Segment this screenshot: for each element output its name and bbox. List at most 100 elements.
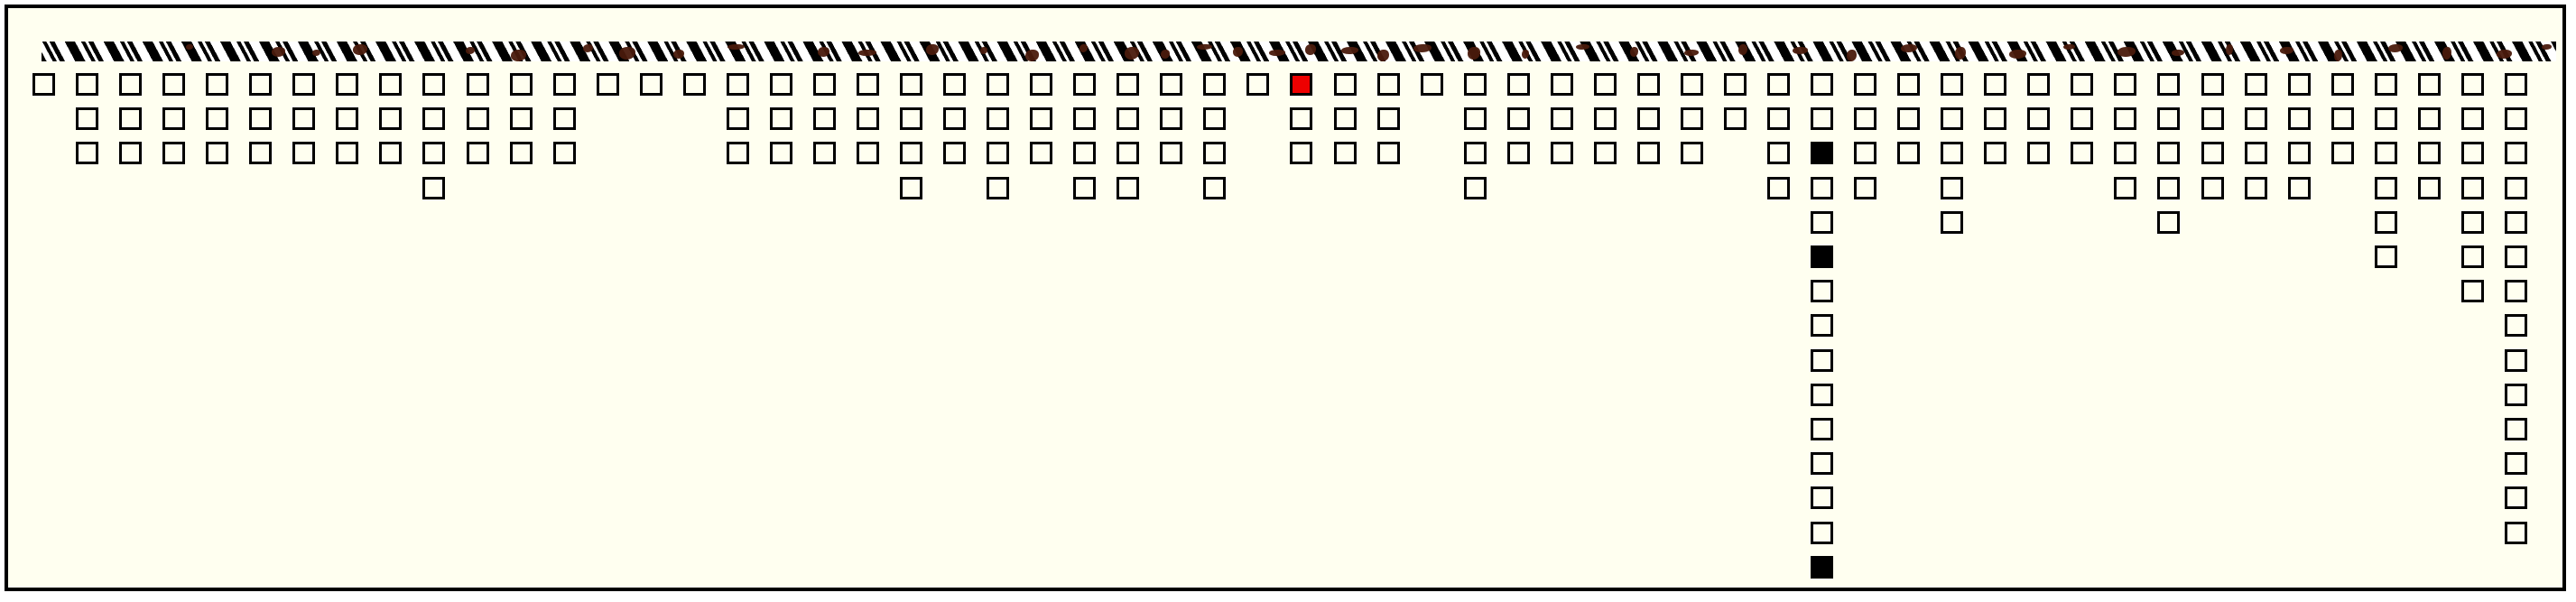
stack-cell[interactable] [467,73,489,96]
stack-cell[interactable] [249,107,272,130]
stack-cell[interactable] [683,73,706,96]
stack-cell[interactable] [727,142,749,164]
stack-cell[interactable] [2505,349,2527,372]
stack-cell[interactable] [1811,349,1833,372]
stack-cell[interactable] [2201,177,2224,199]
stack-cell[interactable] [76,107,98,130]
stack-cell[interactable] [2461,142,2484,164]
stack-cell[interactable] [1811,314,1833,337]
stack-cell[interactable] [2505,211,2527,234]
stack-cell[interactable] [1941,107,1963,130]
stack-cell[interactable] [1464,73,1487,96]
stack-cell[interactable] [943,107,966,130]
stack-cell[interactable] [1334,73,1357,96]
stack-cell[interactable] [162,107,185,130]
stack-cell[interactable] [2245,177,2267,199]
stack-cell[interactable] [2375,73,2397,96]
stack-cell[interactable] [770,142,792,164]
stack-cell[interactable] [857,107,879,130]
stack-cell[interactable] [1811,107,1833,130]
stack-cell[interactable] [1984,107,2006,130]
stack-cell[interactable] [32,73,55,96]
stack-cell[interactable] [770,107,792,130]
stack-cell[interactable] [987,73,1009,96]
stack-cell[interactable] [727,107,749,130]
stack-cell[interactable] [727,73,749,96]
stack-cell[interactable] [2461,73,2484,96]
stack-cell[interactable] [2245,142,2267,164]
stack-cell[interactable] [2505,314,2527,337]
stack-cell[interactable] [1767,177,1790,199]
stack-cell[interactable] [206,107,228,130]
stack-cell[interactable] [2071,142,2093,164]
stack-cell[interactable] [1594,142,1617,164]
stack-cell[interactable] [1160,73,1182,96]
stack-cell[interactable] [1117,177,1139,199]
stack-cell[interactable] [1811,522,1833,544]
stack-cell[interactable] [1464,177,1487,199]
stack-cell[interactable] [2418,73,2441,96]
stack-cell[interactable] [1203,177,1226,199]
stack-cell[interactable] [900,142,922,164]
stack-cell[interactable] [2114,142,2136,164]
stack-cell[interactable] [2375,107,2397,130]
stack-cell[interactable] [2071,73,2093,96]
stack-cell[interactable] [2027,73,2050,96]
stack-cell[interactable] [162,73,185,96]
stack-cell[interactable] [2157,142,2180,164]
stack-cell[interactable] [422,73,445,96]
stack-cell[interactable] [1290,73,1312,96]
stack-cell[interactable] [2461,107,2484,130]
stack-cell[interactable] [1637,107,1660,130]
stack-cell[interactable] [2418,142,2441,164]
stack-cell[interactable] [1377,107,1400,130]
stack-cell[interactable] [1681,73,1703,96]
stack-cell[interactable] [1507,107,1530,130]
stack-cell[interactable] [987,142,1009,164]
stack-cell[interactable] [2505,384,2527,406]
stack-cell[interactable] [1681,142,1703,164]
stack-cell[interactable] [770,73,792,96]
stack-cell[interactable] [2375,211,2397,234]
stack-cell[interactable] [1030,107,1052,130]
stack-cell[interactable] [1290,142,1312,164]
stack-cell[interactable] [1941,177,1963,199]
stack-cell[interactable] [336,142,358,164]
stack-cell[interactable] [1897,142,1920,164]
stack-cell[interactable] [1811,177,1833,199]
stack-cell[interactable] [2505,452,2527,475]
stack-cell[interactable] [379,142,402,164]
stack-cell[interactable] [1767,142,1790,164]
stack-cell[interactable] [1724,107,1747,130]
stack-cell[interactable] [2505,107,2527,130]
stack-cell[interactable] [1811,280,1833,302]
stack-cell[interactable] [2331,73,2354,96]
stack-cell[interactable] [2245,73,2267,96]
stack-cell[interactable] [1464,142,1487,164]
stack-cell[interactable] [1724,73,1747,96]
stack-cell[interactable] [900,177,922,199]
stack-cell[interactable] [249,73,272,96]
stack-cell[interactable] [1811,245,1833,268]
stack-cell[interactable] [1854,142,1876,164]
stack-cell[interactable] [1377,73,1400,96]
stack-cell[interactable] [1681,107,1703,130]
stack-cell[interactable] [1117,107,1139,130]
stack-cell[interactable] [2027,107,2050,130]
stack-cell[interactable] [206,73,228,96]
stack-cell[interactable] [422,177,445,199]
stack-cell[interactable] [1984,73,2006,96]
stack-cell[interactable] [2505,280,2527,302]
stack-cell[interactable] [1073,142,1096,164]
stack-cell[interactable] [249,142,272,164]
stack-cell[interactable] [553,142,576,164]
stack-cell[interactable] [987,107,1009,130]
stack-cell[interactable] [1811,73,1833,96]
stack-cell[interactable] [857,142,879,164]
stack-cell[interactable] [1117,142,1139,164]
stack-cell[interactable] [1811,211,1833,234]
stack-cell[interactable] [2288,142,2311,164]
stack-cell[interactable] [1073,107,1096,130]
stack-cell[interactable] [2201,73,2224,96]
stack-cell[interactable] [2114,177,2136,199]
